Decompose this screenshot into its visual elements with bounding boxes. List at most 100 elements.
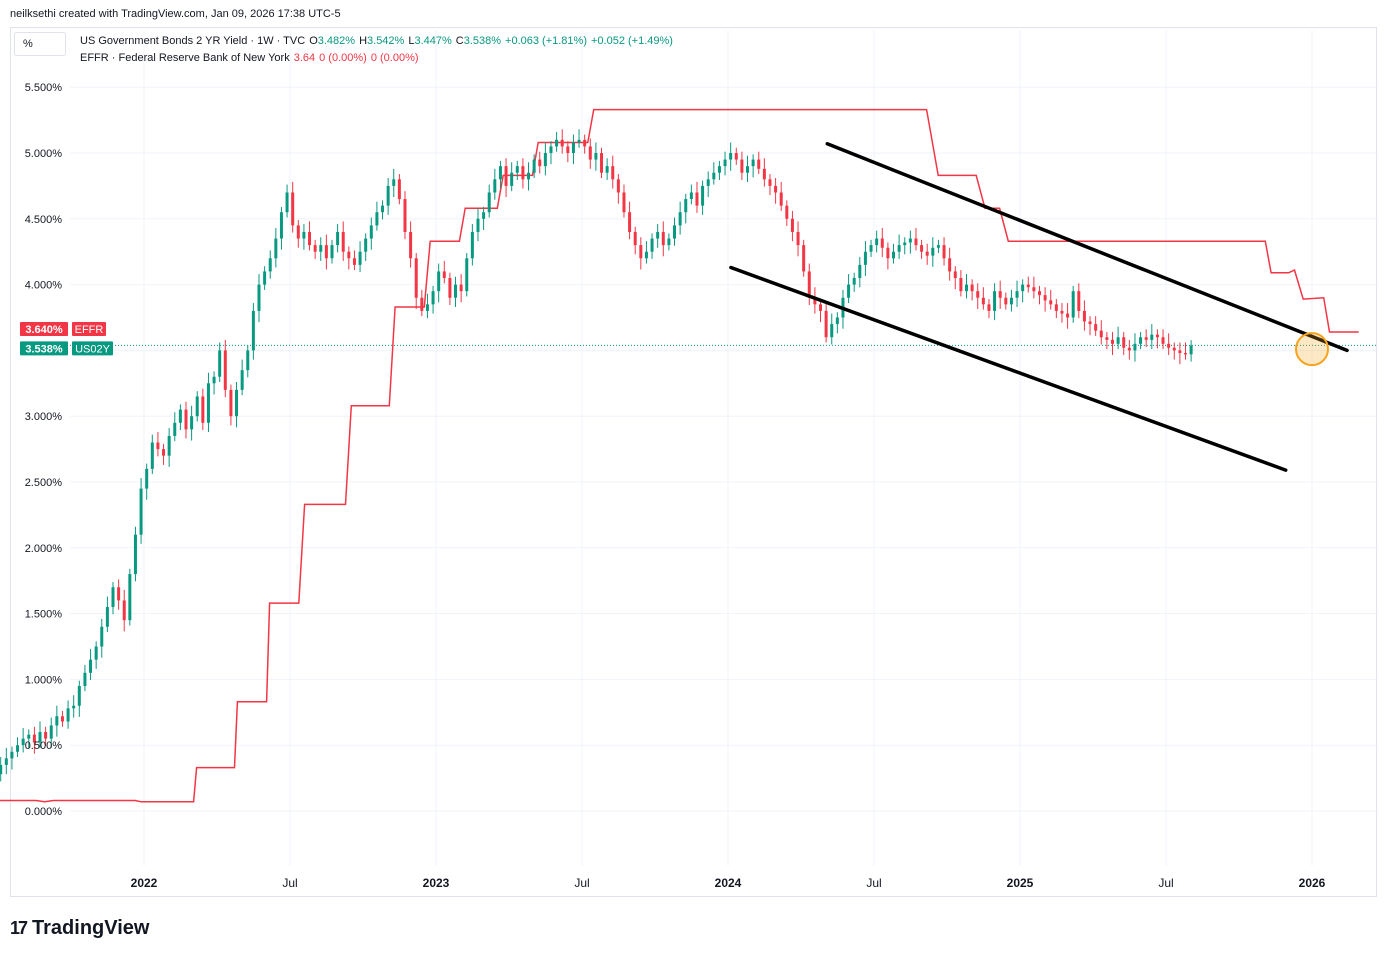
tradingview-logo[interactable]: 17 TradingView [10,917,149,940]
candle-body [83,672,87,686]
candle-body [555,139,559,147]
candle-body [105,607,109,627]
legend-us02y-name: US Government Bonds 2 YR Yield · 1W · TV… [80,35,306,47]
legend-us02y[interactable]: US Government Bonds 2 YR Yield · 1W · TV… [80,35,677,47]
unit-selector[interactable]: % [14,32,66,56]
candle-body [21,738,25,746]
candle-body [942,245,946,259]
candle-body [392,179,396,186]
candle-body [723,159,727,167]
candle-body [824,310,828,338]
candle-body [717,166,721,173]
legend-effr-change: 0 (0.00%) [319,52,367,64]
candle-body [296,225,300,239]
price-label-tag-bg [72,321,106,336]
candle-body [734,153,738,160]
candle-body [347,251,351,259]
candle-body [600,153,604,173]
y-tick-label: 5.500% [25,82,63,94]
candle-body [577,139,581,143]
candle-body [813,297,817,305]
candle-body [667,238,671,246]
y-tick-label: 1.500% [25,609,63,621]
candle-body [49,725,53,739]
candle-body [549,146,553,153]
upper-trendline [825,142,1349,353]
candle-body [611,166,615,180]
candle-body [1167,343,1171,348]
legend-close-label: C [455,35,464,47]
candle-body [914,238,918,246]
candle-body [948,258,952,272]
candle-body [970,284,974,292]
candle-body [77,685,81,706]
candle-body [364,238,368,252]
tradingview-logo-icon: 17 [10,918,28,938]
candle-body [251,310,255,351]
price-label-tag: US02Y [75,343,111,355]
candle-body [0,764,3,775]
candle-body [543,153,547,167]
candle-body [880,238,884,248]
candle-body [1026,284,1030,288]
legend-high-label: H [359,35,368,47]
y-tick-label: 4.000% [25,280,63,292]
price-label-value: 3.640% [25,324,63,336]
candle-body [785,205,789,219]
candle-body [156,442,160,450]
candle-body [835,317,839,325]
candle-body [465,258,469,292]
candle-body [689,192,693,200]
candle-body [431,291,435,305]
candle-body [128,574,132,621]
candle-body [94,646,98,660]
y-tick-label: 0.000% [25,806,63,818]
candle-body [1015,291,1019,298]
candle-body [358,251,362,265]
candle-body [302,231,306,239]
candle-body [1139,337,1143,344]
candle-body [908,238,912,243]
candle-body [830,324,834,338]
candle-body [89,659,93,673]
candle-body [886,247,890,259]
candle-body [442,271,446,279]
x-tick-label: 2026 [1299,876,1326,890]
tradingview-logo-text: TradingView [32,917,150,939]
candle-body [184,409,188,430]
x-tick-label: 2022 [131,876,158,890]
candle-body [678,212,682,226]
candle-body [1099,330,1103,338]
candle-body [145,468,149,489]
candle-body [953,271,957,279]
candle-body [931,247,935,256]
y-tick-label: 2.500% [25,477,63,489]
legend-effr[interactable]: EFFR · Federal Reserve Bank of New York 3… [80,52,423,64]
candle-body [240,370,244,390]
candle-body [437,271,441,292]
candle-body [235,389,239,417]
candle-body [381,205,385,213]
candle-body [1116,337,1120,344]
candle-body [538,159,542,167]
legend-effr-change-2: 0 (0.00%) [370,52,419,64]
legend-close: 3.538% [463,35,502,47]
candle-body [790,218,794,232]
candle-body [319,245,323,252]
candle-body [863,251,867,265]
candle-body [369,225,373,239]
candle-body [768,179,772,186]
candle-body [178,409,182,423]
price-label-bg [20,341,68,356]
legend-change-2: +0.052 (+1.49%) [590,35,673,47]
candle-body [403,199,407,232]
candle-body [212,376,216,384]
candle-body [605,166,609,173]
candle-body [701,185,705,206]
candle-body [802,245,806,272]
candle-body [1082,310,1086,322]
y-tick-label: 5.000% [25,148,63,160]
candle-body [330,245,334,259]
candle-body [336,231,340,246]
